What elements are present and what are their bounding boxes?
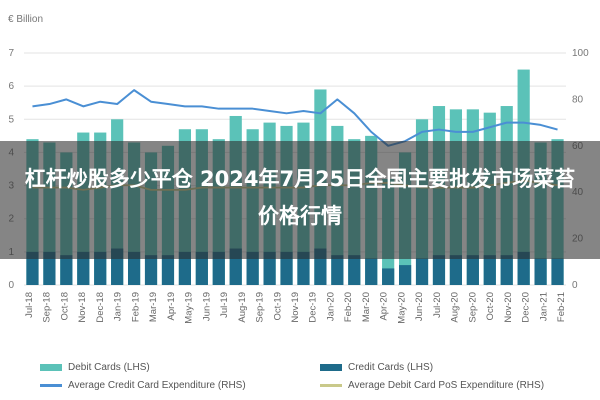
x-tick-label: Apr-20 [379, 292, 390, 321]
credit-expenditure-line [32, 89, 558, 147]
credit-bar [60, 255, 73, 285]
x-tick-label: Jan-21 [538, 292, 549, 321]
x-tick-label: Feb-19 [130, 292, 141, 322]
credit-bar [432, 255, 446, 285]
x-tick-label: May-19 [184, 292, 195, 324]
x-tick-label: Nov-18 [77, 292, 88, 323]
legend-item-debit-pos-expenditure: Average Debit Card PoS Expenditure (RHS) [320, 380, 544, 391]
x-tick-label: Dec-18 [95, 292, 106, 323]
legend-item-debit: Debit Cards (LHS) [40, 362, 150, 373]
credit-bar [144, 255, 158, 285]
credit-bar [212, 251, 225, 285]
x-tick-label: Mar-19 [148, 292, 159, 322]
x-tick-label: Feb-21 [556, 292, 567, 322]
credit-bar [77, 251, 90, 285]
credit-bar [500, 255, 513, 285]
x-tick-label: Jan-19 [113, 292, 124, 321]
x-tick-label: Aug-19 [237, 292, 248, 323]
x-tick-label: Apr-19 [166, 292, 177, 321]
legend: Debit Cards (LHS) Credit Cards (LHS) Ave… [0, 356, 600, 400]
x-axis-ticks: Jul-18 Sep-18 Oct-18 Nov-18 Dec-18 Jan-19 Feb-… [24, 292, 567, 324]
x-tick-label: Nov-20 [503, 292, 514, 323]
x-tick-label: Jun-20 [414, 292, 425, 321]
credit-bar [365, 258, 378, 285]
left-tick-label: 5 [8, 114, 14, 125]
x-tick-label: May-20 [396, 292, 407, 324]
x-tick-label: Oct-20 [485, 292, 496, 321]
credit-bar [382, 268, 395, 285]
credit-bar [517, 251, 530, 285]
credit-bar [94, 251, 107, 285]
x-tick-label: Oct-18 [59, 292, 70, 321]
legend-label-credit: Credit Cards (LHS) [348, 362, 434, 373]
x-tick-label: Sep-18 [42, 292, 53, 323]
legend-swatch-debit-pos-expenditure [320, 384, 342, 387]
legend-swatch-credit-expenditure [40, 384, 62, 387]
x-tick-label: Nov-19 [290, 292, 301, 323]
x-tick-label: Sep-19 [255, 292, 266, 323]
x-tick-label: Jul-20 [432, 292, 443, 318]
left-tick-label: 6 [8, 81, 14, 92]
credit-bar [297, 251, 310, 285]
legend-swatch-debit [40, 364, 62, 371]
credit-bar [331, 255, 344, 285]
credit-bar [415, 258, 429, 285]
credit-bar [551, 258, 564, 285]
credit-bar [127, 251, 141, 285]
x-tick-label: Mar-20 [361, 292, 372, 322]
headline-text: 杠杆炒股多少平仓 2024年7月25日全国主要批发市场菜苔价格行情 [24, 167, 576, 228]
credit-card-bars [26, 248, 564, 285]
x-tick-label: Jul-18 [24, 292, 35, 318]
right-tick-label: 80 [572, 94, 584, 105]
credit-bar [246, 251, 259, 285]
legend-item-credit-expenditure: Average Credit Card Expenditure (RHS) [40, 380, 246, 391]
credit-bar [348, 255, 361, 285]
credit-bar [466, 255, 479, 285]
credit-bar [195, 251, 208, 285]
x-tick-label: Feb-20 [343, 292, 354, 322]
legend-label-debit-pos-expenditure: Average Debit Card PoS Expenditure (RHS) [348, 380, 545, 391]
right-tick-label: 0 [572, 280, 578, 291]
legend-label-credit-expenditure: Average Credit Card Expenditure (RHS) [68, 380, 246, 391]
credit-bar [263, 251, 276, 285]
credit-bar [43, 251, 56, 285]
x-tick-label: Dec-20 [521, 292, 532, 323]
credit-bar [178, 251, 192, 285]
credit-bar [161, 255, 175, 285]
left-tick-label: 7 [8, 48, 14, 59]
x-tick-label: Jul-19 [219, 292, 230, 318]
credit-bar [449, 255, 463, 285]
legend-label-debit: Debit Cards (LHS) [68, 362, 150, 373]
credit-bar [398, 265, 412, 285]
x-tick-label: Sep-20 [467, 292, 478, 323]
left-tick-label: 0 [8, 280, 14, 291]
legend-item-credit: Credit Cards (LHS) [320, 362, 433, 373]
legend-swatch-credit [320, 364, 342, 371]
credit-bar [26, 251, 39, 285]
right-tick-label: 100 [572, 48, 589, 59]
x-tick-label: Jan-20 [325, 292, 336, 321]
credit-bar [534, 258, 547, 285]
y-left-axis-label: € Billion [8, 14, 43, 25]
x-tick-label: Dec-19 [308, 292, 319, 323]
x-tick-label: Aug-20 [450, 292, 461, 323]
x-tick-label: Oct-19 [272, 292, 283, 321]
credit-bar [483, 255, 496, 285]
headline-overlay [0, 141, 600, 259]
credit-bar [280, 251, 293, 285]
x-tick-label: Jun-19 [201, 292, 212, 321]
